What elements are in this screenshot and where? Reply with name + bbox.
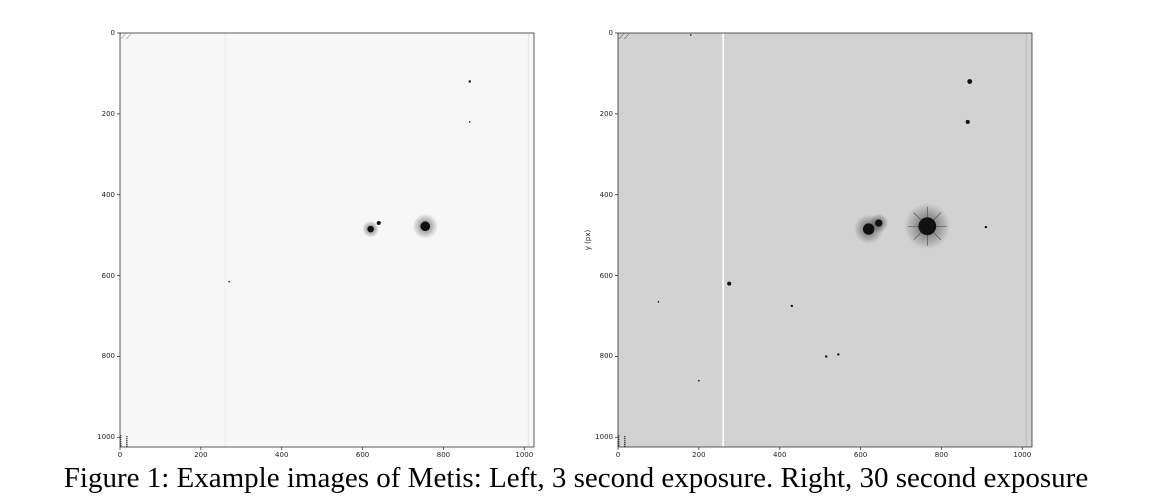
corner-noise [627, 35, 628, 36]
panel-left [117, 32, 535, 450]
corner-noise [120, 437, 122, 439]
corner-noise [120, 38, 122, 39]
y-tick-label: 600 [599, 271, 613, 280]
y-axis-title: y (px) [584, 229, 593, 251]
y-tick-label: 400 [599, 190, 613, 199]
corner-noise [621, 35, 623, 36]
x-tick-label: 600 [355, 451, 370, 459]
figure-caption: Figure 1: Example images of Metis: Left,… [63, 462, 1089, 494]
corner-noise [123, 35, 125, 36]
corner-noise [618, 435, 620, 437]
x-tick-label: 400 [275, 451, 289, 459]
panel-right [615, 32, 1033, 450]
y-tick-label: 400 [101, 190, 115, 199]
star-point [837, 353, 840, 356]
corner-noise [127, 37, 129, 38]
star-point [698, 379, 700, 382]
star-point [228, 280, 230, 283]
corner-noise [126, 438, 128, 440]
star-point [468, 121, 471, 123]
corner-noise [126, 442, 128, 444]
corner-noise [125, 33, 127, 34]
corner-noise [120, 441, 122, 443]
x-tick-label: 0 [117, 451, 123, 459]
y-tick-label: 0 [608, 29, 613, 37]
y-tick-label: 800 [599, 352, 613, 361]
star-point [689, 34, 692, 36]
x-tick-label: 1000 [515, 451, 534, 459]
corner-noise [618, 33, 619, 34]
corner-noise [624, 442, 626, 444]
y-tick-label: 1000 [97, 433, 115, 442]
corner-noise [128, 36, 130, 37]
corner-noise [618, 439, 620, 441]
star-point [657, 301, 660, 303]
corner-noise [120, 443, 122, 445]
x-tick-label: 200 [692, 451, 706, 459]
image-area [618, 33, 1032, 447]
image-area [120, 33, 534, 447]
corner-noise [126, 436, 128, 438]
figure-panels [117, 32, 1033, 450]
corner-noise [624, 436, 626, 438]
x-tick-label: 200 [194, 451, 208, 459]
y-tick-label: 200 [101, 109, 115, 118]
corner-noise [624, 440, 626, 442]
star-point [790, 304, 794, 308]
corner-noise [129, 34, 131, 35]
corner-noise [619, 37, 621, 38]
corner-noise [120, 435, 122, 437]
x-tick-label: 400 [773, 451, 787, 459]
star-point [825, 355, 828, 358]
y-tick-label: 0 [110, 29, 115, 37]
corner-noise [624, 444, 626, 446]
y-tick-label: 1000 [595, 433, 613, 442]
star-point [376, 220, 381, 226]
corner-noise [618, 437, 620, 439]
corner-noise [126, 444, 128, 446]
y-tick-label: 800 [101, 352, 115, 361]
corner-noise [121, 37, 123, 38]
star-point [984, 225, 988, 229]
x-tick-label: 800 [934, 451, 949, 459]
star-point [727, 281, 732, 286]
corner-noise [623, 33, 625, 34]
corner-noise [618, 443, 620, 445]
corner-noise [129, 35, 130, 36]
corner-noise [126, 440, 128, 442]
corner-noise [627, 34, 629, 35]
corner-noise [122, 36, 124, 37]
corner-noise [620, 36, 622, 37]
corner-noise [120, 33, 121, 34]
star-point [967, 79, 973, 84]
corner-noise [126, 38, 128, 39]
corner-noise [618, 441, 620, 443]
star-point [468, 80, 471, 83]
star-point [367, 225, 374, 233]
axes-frame [617, 32, 1033, 448]
star-point [420, 221, 431, 232]
corner-noise [120, 439, 122, 441]
star-point [875, 219, 883, 227]
corner-noise [618, 445, 620, 447]
x-tick-label: 0 [615, 451, 621, 459]
x-tick-label: 1000 [1013, 451, 1032, 459]
x-tick-label: 600 [853, 451, 868, 459]
corner-noise [624, 438, 626, 440]
y-tick-label: 600 [101, 271, 115, 280]
corner-noise [625, 37, 627, 38]
axes-frame [119, 32, 535, 448]
star-point [918, 217, 937, 236]
corner-noise [626, 36, 628, 37]
corner-noise [618, 38, 620, 39]
x-tick-label: 800 [436, 451, 451, 459]
corner-noise [120, 445, 122, 447]
corner-noise [124, 34, 126, 35]
star-point [965, 119, 970, 124]
y-tick-label: 200 [599, 109, 613, 118]
corner-noise [624, 38, 626, 39]
corner-noise [622, 34, 624, 35]
